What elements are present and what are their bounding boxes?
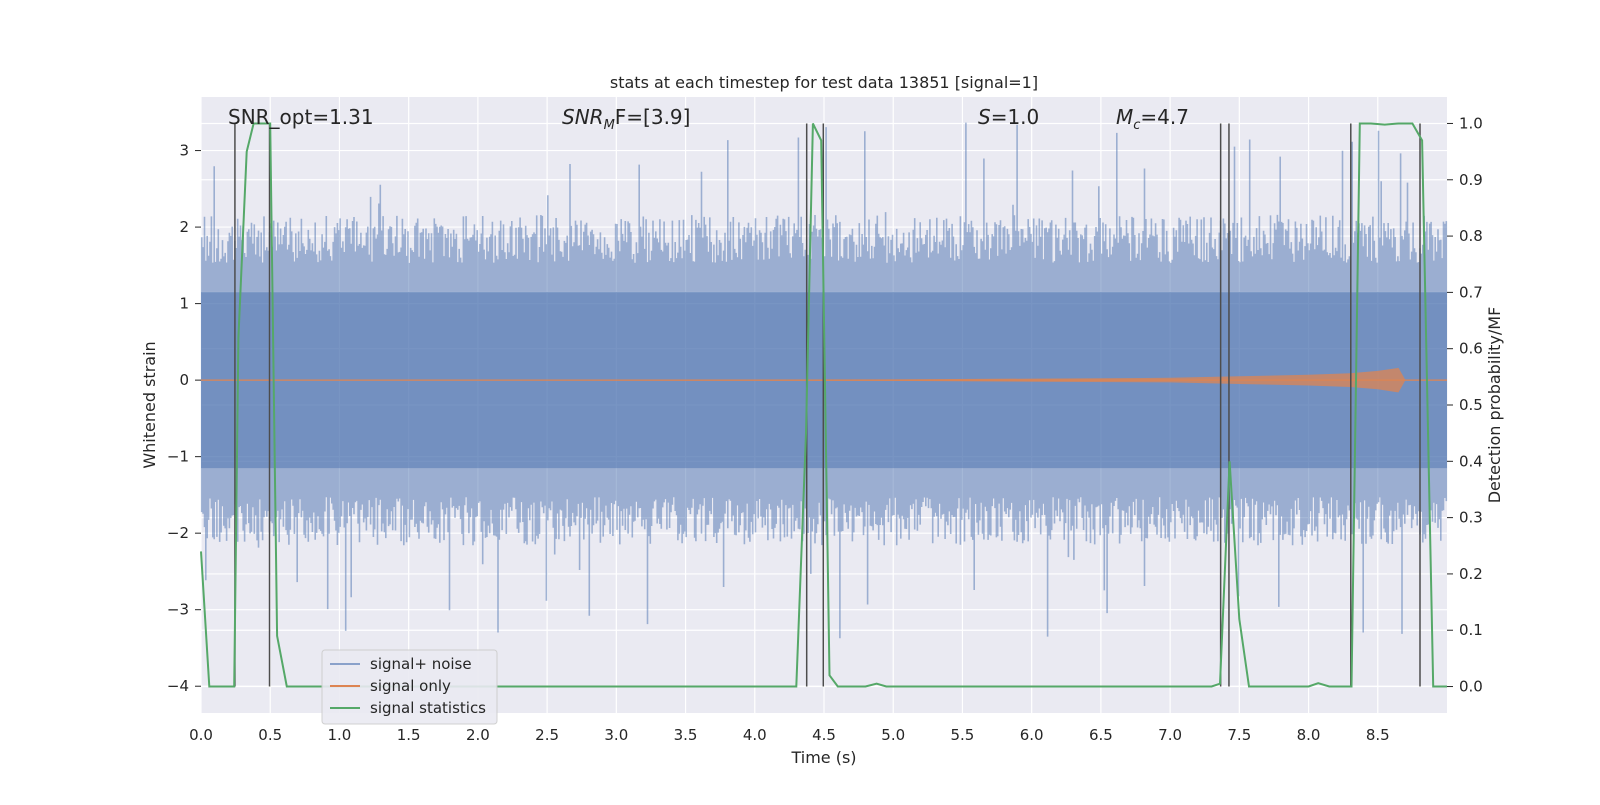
x-tick-label: 6.5	[1089, 726, 1113, 744]
x-tick-label: 0.0	[189, 726, 213, 744]
annotation-text: Mc=4.7	[1116, 105, 1189, 133]
x-tick-label: 6.0	[1020, 726, 1044, 744]
tick-labels-layer: 0.0 0.5 1.0 1.5 2.0 2.5 3.0 3.5 4.0 4.5 5.0 5.5 6.0 6…	[167, 114, 1483, 744]
y-right-tick-label: 0.4	[1459, 452, 1483, 470]
y-right-tick-label: 0.7	[1459, 283, 1483, 301]
x-tick-label: 1.0	[328, 726, 352, 744]
legend-box	[321, 649, 498, 725]
y-right-tick-label: 0.5	[1459, 396, 1483, 414]
y-right-tick-label: 0.2	[1459, 565, 1483, 583]
signal-statistics-layer	[200, 122, 1447, 688]
y-right-tick-label: 0.3	[1459, 509, 1483, 527]
annotations-layer: SNR_opt=1.31 SNRMF=[3.9] S=1.0 Mc=4.7	[228, 105, 1189, 133]
x-tick-label: 3.5	[674, 726, 698, 744]
x-tick-label: 7.5	[1227, 726, 1251, 744]
x-tick-label: 1.5	[397, 726, 421, 744]
y-left-tick-label: −4	[167, 677, 189, 695]
y-axis-right-label: Detection probability/MF	[1485, 307, 1504, 504]
y-left-tick-label: −2	[167, 524, 189, 542]
y-right-tick-label: 0.9	[1459, 171, 1483, 189]
x-tick-label: 5.5	[951, 726, 975, 744]
noise-series-line	[200, 122, 1448, 639]
y-left-tick-label: 2	[179, 218, 189, 236]
x-tick-label: 3.0	[604, 726, 628, 744]
y-right-tick-label: 0.1	[1459, 621, 1483, 639]
y-right-tick-label: 0.0	[1459, 678, 1483, 696]
x-tick-label: 4.5	[812, 726, 836, 744]
x-tick-label: 5.0	[881, 726, 905, 744]
chart-title: stats at each timestep for test data 138…	[610, 73, 1038, 92]
y-left-tick-label: 3	[179, 142, 189, 160]
annotation-text: S=1.0	[978, 105, 1039, 129]
x-tick-label: 7.0	[1158, 726, 1182, 744]
annotation-text: SNRMF=[3.9]	[562, 105, 690, 133]
y-right-tick-label: 1.0	[1459, 114, 1483, 132]
x-tick-label: 4.0	[743, 726, 767, 744]
y-left-tick-label: 1	[179, 295, 189, 313]
y-right-tick-label: 0.8	[1459, 227, 1483, 245]
y-left-tick-label: 0	[179, 371, 189, 389]
signal-statistics-line	[200, 122, 1447, 688]
legend: signal+ noise signal only signal statistic…	[321, 649, 498, 725]
y-left-tick-label: −1	[167, 448, 189, 466]
legend-label: signal only	[370, 677, 451, 695]
x-axis-label: Time (s)	[790, 748, 856, 767]
legend-label: signal statistics	[370, 699, 486, 717]
x-tick-label: 8.0	[1297, 726, 1321, 744]
annotation-text: SNR_opt=1.31	[228, 105, 374, 129]
x-tick-label: 8.5	[1366, 726, 1390, 744]
x-tick-label: 0.5	[258, 726, 282, 744]
x-tick-label: 2.0	[466, 726, 490, 744]
legend-label: signal+ noise	[370, 655, 472, 673]
y-left-tick-label: −3	[167, 601, 189, 619]
x-tick-label: 2.5	[535, 726, 559, 744]
y-axis-left-label: Whitened strain	[140, 341, 159, 468]
y-right-tick-label: 0.6	[1459, 340, 1483, 358]
